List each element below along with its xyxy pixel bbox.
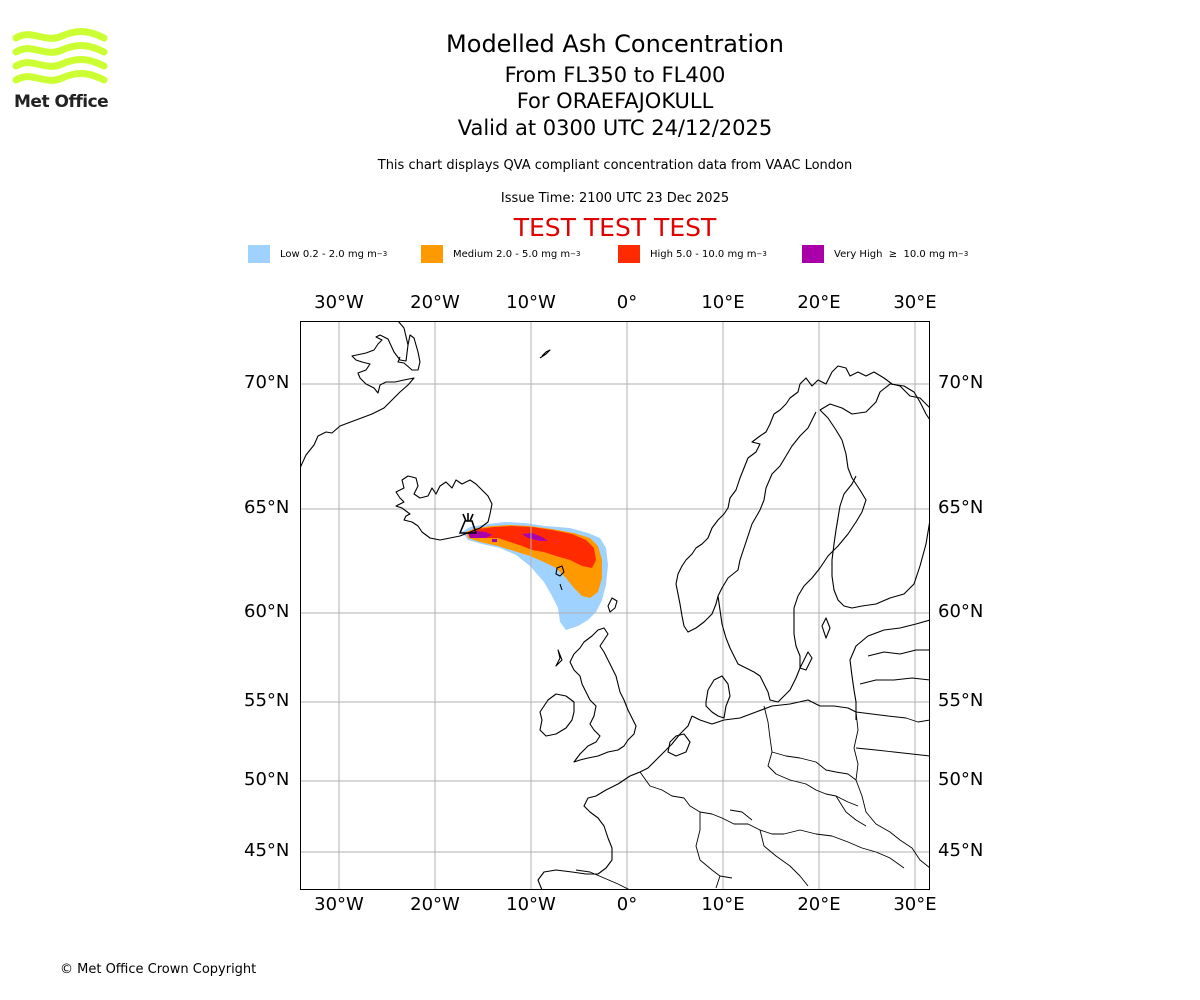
lat-label-right: 70°N [938, 372, 984, 393]
coastline-greenland [300, 334, 421, 470]
lon-label-top: 10°E [701, 292, 745, 313]
coastline-denmark [705, 675, 731, 719]
ash-high-region [468, 526, 596, 568]
legend-unit-exponent: −3 [957, 250, 969, 258]
lat-label-left: 65°N [244, 497, 290, 518]
legend-item-medium: Medium 2.0 - 5.0 mg m −3 [421, 244, 580, 264]
legend-swatch [248, 245, 270, 263]
coastline-baltic [849, 619, 930, 720]
legend-label: Medium 2.0 - 5.0 mg m [453, 248, 571, 260]
lon-label-bottom: 30°E [893, 894, 937, 915]
legend-label: High 5.0 - 10.0 mg m [650, 248, 757, 260]
border-finland [819, 383, 930, 421]
map-frame [300, 321, 930, 890]
legend-swatch [618, 245, 640, 263]
coastline-norway [675, 365, 930, 633]
ash-very-high-region [522, 533, 548, 541]
lat-label-right: 50°N [938, 769, 984, 790]
lat-label-right: 60°N [938, 601, 984, 622]
coastline-ireland [539, 693, 575, 737]
lon-label-bottom: 20°E [797, 894, 841, 915]
lon-label-top: 20°E [797, 292, 841, 313]
valid-time: Valid at 0300 UTC 24/12/2025 [457, 116, 773, 140]
legend-item-high: High 5.0 - 10.0 mg m −3 [618, 244, 767, 264]
lon-label-bottom: 20°W [410, 894, 460, 915]
coastline-sweden [717, 409, 867, 703]
lon-label-bottom: 0° [616, 894, 638, 915]
lon-label-top: 0° [616, 292, 638, 313]
qva-note: This chart displays QVA compliant concen… [377, 158, 853, 173]
legend-unit-exponent: −3 [756, 250, 767, 258]
issue-time: Issue Time: 2100 UTC 23 Dec 2025 [500, 191, 730, 206]
legend-item-very-high: Very High ≥ 10.0 mg m −3 [802, 244, 968, 264]
lat-label-right: 65°N [938, 497, 984, 518]
lon-label-top: 30°W [314, 292, 364, 313]
lat-label-right: 55°N [938, 690, 984, 711]
copyright-text: © Met Office Crown Copyright [60, 962, 257, 977]
met-office-logo [12, 28, 108, 84]
coastline-finland [831, 475, 930, 609]
chart-title: Modelled Ash Concentration [446, 30, 784, 58]
flight-levels: From FL350 to FL400 [504, 63, 726, 87]
volcano-name: For ORAEFAJOKULL [516, 89, 714, 113]
coastlines [300, 321, 930, 890]
lon-label-top: 10°W [506, 292, 556, 313]
lat-label-right: 45°N [938, 840, 984, 861]
country-borders [575, 705, 930, 890]
coastline-north-europe [691, 699, 857, 725]
graticule [300, 321, 930, 890]
lon-label-bottom: 10°E [701, 894, 745, 915]
logo-text: Met Office [14, 92, 109, 112]
lon-label-bottom: 30°W [314, 894, 364, 915]
lon-label-top: 20°W [410, 292, 460, 313]
lat-label-left: 60°N [244, 601, 290, 622]
lat-label-left: 45°N [244, 840, 290, 861]
legend-item-low: Low 0.2 - 2.0 mg m −3 [248, 244, 387, 264]
ash-very-high-region [492, 539, 497, 542]
lon-label-top: 30°E [893, 292, 937, 313]
lat-label-left: 70°N [244, 372, 290, 393]
lat-label-left: 55°N [244, 690, 290, 711]
legend-swatch [421, 245, 443, 263]
legend-label: Low 0.2 - 2.0 mg m [280, 248, 377, 260]
ash-map [300, 321, 930, 890]
legend-unit-exponent: −3 [376, 250, 388, 258]
coastline-west-europe [537, 715, 693, 890]
volcano-icon [458, 513, 478, 534]
coastline-great-britain [569, 627, 637, 763]
test-banner: TEST TEST TEST [513, 213, 717, 242]
legend-label: Very High ≥ 10.0 mg m [834, 248, 958, 260]
border-sweden-norway [717, 411, 817, 597]
coastline-iceland [395, 475, 493, 541]
legend-unit-exponent: −3 [570, 250, 581, 258]
lat-label-left: 50°N [244, 769, 290, 790]
legend-swatch [802, 245, 824, 263]
lon-label-bottom: 10°W [506, 894, 556, 915]
